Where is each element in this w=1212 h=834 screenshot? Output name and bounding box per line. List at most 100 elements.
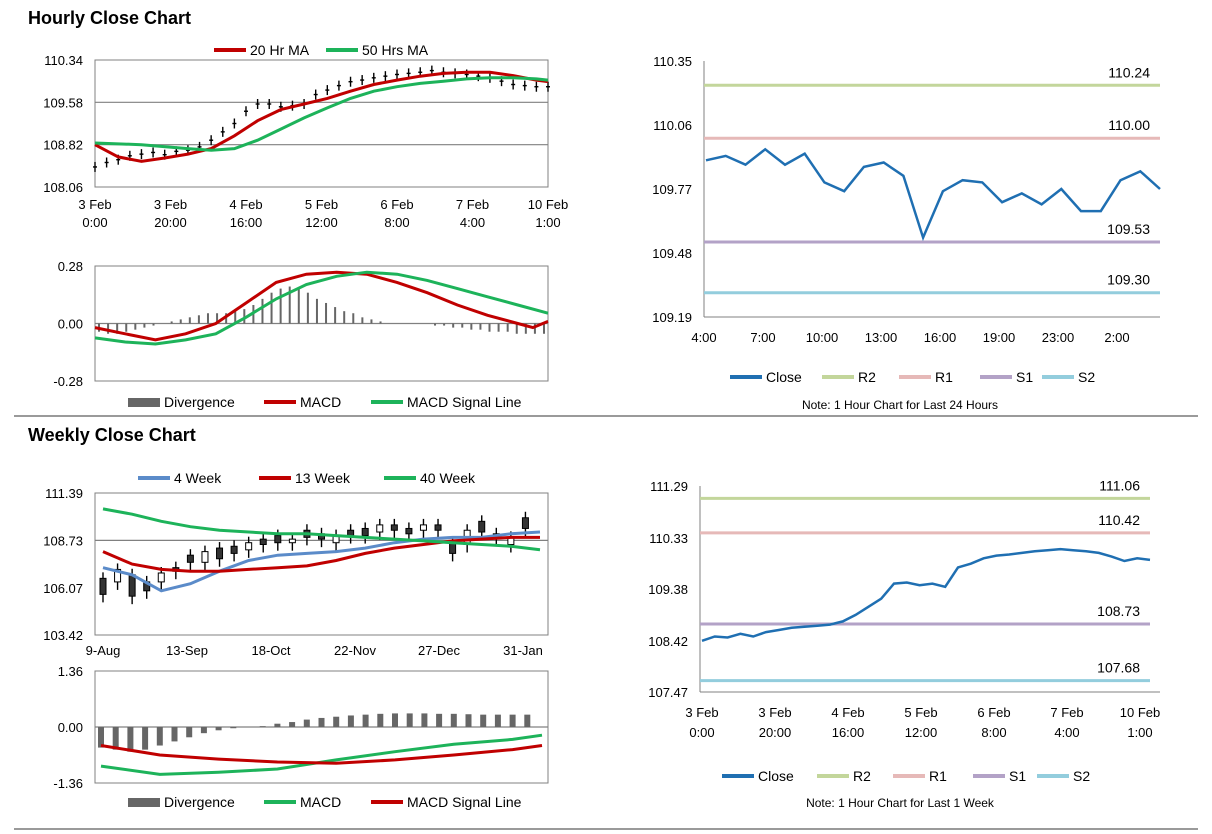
hourly-price-series-ma20: [94, 70, 549, 163]
hourly-macd-series-signal: [94, 270, 549, 346]
hourly-price-xtick-time: 20:00: [154, 215, 187, 230]
hourly24-xtick: 7:00: [750, 330, 775, 345]
hourlyweek-ytick: 108.42: [648, 634, 688, 649]
hourlyweek-ytick: 109.38: [648, 582, 688, 597]
weekly-macd-divergence-bar: [480, 714, 487, 727]
bottom-divider: [14, 828, 1198, 830]
hourly24-ytick: 109.77: [652, 182, 692, 197]
weekly-macd-ytick: 1.36: [58, 664, 83, 679]
hourly-price-ytick: 108.82: [43, 138, 83, 153]
hourlyweek-xtick-time: 20:00: [759, 725, 792, 740]
weekly-macd-divergence-bar: [289, 722, 296, 727]
hourlyweek-legend-close-label: Close: [758, 768, 794, 784]
weekly-price-ytick: 111.39: [45, 486, 83, 501]
hourly-price-xtick-time: 1:00: [535, 215, 560, 230]
weekly-macd-series-signal: [100, 744, 543, 765]
hourly-price-xtick-time: 12:00: [305, 215, 338, 230]
weekly-candle-body: [376, 524, 384, 533]
hourly-price-ytick: 110.34: [44, 53, 83, 68]
hourly24-xtick: 23:00: [1042, 330, 1075, 345]
weekly-macd-divergence-bar: [98, 727, 104, 748]
hourly24-legend-close-label: Close: [766, 369, 802, 385]
weekly-candle-body: [128, 574, 136, 597]
weekly-price-series-13wk: [102, 535, 540, 573]
hourlyweek-xtick-date: 10 Feb: [1120, 705, 1160, 720]
hourly24-close-line: [705, 147, 1161, 242]
hourly24-xtick: 4:00: [691, 330, 716, 345]
hourly24-xtick: 10:00: [806, 330, 839, 345]
hourlyweek-xtick-time: 0:00: [689, 725, 714, 740]
weekly-candle-body: [521, 517, 529, 529]
weekly-macd-divergence-bar: [362, 714, 369, 727]
hourlyweek-close-line: [701, 547, 1151, 642]
hourly-macd-legend-signal-label: MACD Signal Line: [407, 394, 522, 410]
hourly24-level-label-s2: 109.30: [1107, 272, 1150, 288]
weekly-macd-divergence-bar: [524, 714, 531, 727]
hourly24-level-label-r1: 110.00: [1108, 117, 1150, 133]
weekly-candle-body: [434, 524, 442, 531]
weekly-macd-divergence-bar: [465, 714, 472, 727]
hourly-macd-legend-divergence-label: Divergence: [164, 394, 235, 410]
hourlyweek-ytick: 107.47: [648, 685, 688, 700]
weekly-price-series-4wk: [102, 530, 541, 593]
hourly-price-series-ma50: [94, 76, 549, 152]
weekly-price-xtick: 13-Sep: [166, 643, 208, 658]
weekly-macd-divergence-bar: [377, 713, 384, 727]
hourly-price-xtick-date: 3 Feb: [78, 197, 111, 212]
hourlyweek-xtick-date: 6 Feb: [977, 705, 1010, 720]
weekly-price-ytick: 108.73: [43, 533, 83, 548]
weekly-candle-body: [390, 524, 398, 531]
weekly-candle-body: [230, 545, 238, 554]
hourlyweek-xtick-time: 1:00: [1127, 725, 1152, 740]
hourly24-ytick: 110.35: [653, 54, 692, 69]
hourlyweek-level-label-r1: 110.42: [1098, 512, 1140, 528]
hourlyweek-xtick-time: 4:00: [1054, 725, 1079, 740]
weekly-candle-body: [288, 538, 296, 544]
weekly-macd-legend-divergence-label: Divergence: [164, 794, 235, 810]
hourlyweek-note: Note: 1 Hour Chart for Last 1 Week: [806, 796, 995, 810]
weekly-macd-divergence-bar: [274, 723, 281, 727]
hourly24-xtick: 13:00: [865, 330, 898, 345]
weekly-macd-divergence-bar: [421, 713, 428, 727]
hourly24-note: Note: 1 Hour Chart for Last 24 Hours: [802, 398, 998, 412]
weekly-macd-divergence-bar: [186, 727, 193, 738]
weekly-macd-divergence-bar: [318, 717, 325, 727]
hourlyweek-xtick-date: 3 Feb: [685, 705, 718, 720]
hourlyweek-xtick-date: 7 Feb: [1050, 705, 1083, 720]
hourly-price-ytick: 108.06: [43, 180, 83, 195]
hourly-price-xtick-date: 7 Feb: [456, 197, 489, 212]
weekly-macd-divergence-bar: [142, 727, 149, 750]
weekly-candle-body: [201, 551, 209, 563]
weekly-candle-body: [405, 527, 413, 535]
hourly-macd-ytick: 0.00: [58, 317, 83, 332]
hourlyweek-xtick-time: 12:00: [905, 725, 938, 740]
weekly-price-xtick: 22-Nov: [334, 643, 376, 658]
section-divider: [14, 415, 1198, 417]
hourly-price-xtick-date: 5 Feb: [305, 197, 338, 212]
hourlyweek-ytick: 111.29: [650, 479, 688, 494]
weekly-macd-divergence-bar: [392, 713, 398, 727]
hourly-price-xtick-time: 8:00: [384, 215, 409, 230]
hourlyweek-xtick-date: 3 Feb: [758, 705, 791, 720]
weekly-legend-40wk-label: 40 Week: [420, 470, 476, 486]
hourlyweek-level-label-r2: 111.06: [1099, 477, 1140, 493]
weekly-legend-13wk-label: 13 Week: [295, 470, 351, 486]
weekly-candle-body: [114, 568, 122, 583]
weekly-candle-body: [216, 547, 224, 560]
weekly-macd-divergence-bar: [347, 715, 354, 727]
hourly24-legend-s2-label: S2: [1078, 369, 1095, 385]
weekly-macd-divergence-bar: [171, 727, 178, 742]
hourlyweek-legend-s2-label: S2: [1073, 768, 1090, 784]
weekly-macd-ytick: 0.00: [58, 720, 83, 735]
weekly-candle-body: [186, 554, 194, 563]
hourlyweek-xtick-time: 8:00: [981, 725, 1006, 740]
weekly-candle-body: [245, 542, 253, 551]
hourly24-level-label-s1: 109.53: [1107, 221, 1150, 237]
weekly-price-ytick: 106.07: [43, 581, 83, 596]
hourlyweek-level-label-s1: 108.73: [1097, 603, 1140, 619]
weekly-price-series-40wk: [102, 507, 541, 552]
hourly-price-xtick-time: 16:00: [230, 215, 263, 230]
hourlyweek-legend-r1-label: R1: [929, 768, 947, 784]
hourlyweek-xtick-date: 5 Feb: [904, 705, 937, 720]
